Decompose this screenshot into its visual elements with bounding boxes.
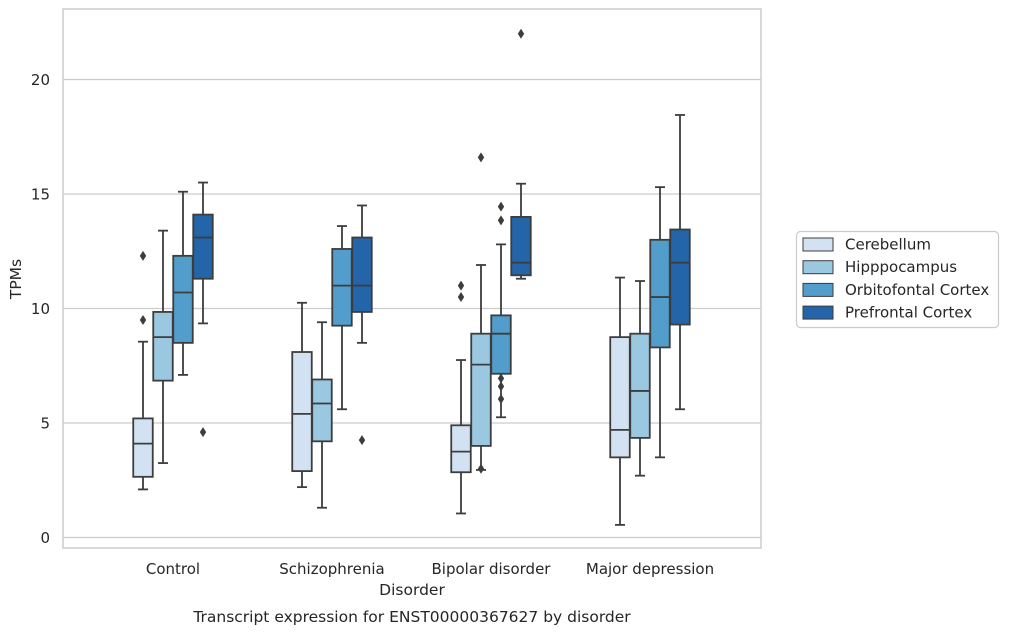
legend-label: Hipppocampus — [845, 258, 957, 276]
plot-frame — [62, 8, 762, 549]
box-body — [450, 424, 472, 474]
x-tick-label: Control — [146, 560, 200, 578]
legend-swatch — [802, 237, 834, 252]
box-hipppocampus-bipolar-disorder — [470, 152, 492, 474]
outlier-point — [497, 215, 505, 226]
outlier-point — [497, 201, 505, 212]
y-tick-label: 15 — [31, 186, 50, 204]
outlier-point — [477, 152, 485, 163]
box-body — [132, 417, 154, 478]
box-cerebellum-major-depression — [609, 276, 631, 526]
outlier-point — [199, 427, 207, 438]
legend-swatch — [802, 260, 834, 275]
box-orbitofontal-cortex-control — [172, 190, 194, 376]
legend-label: Cerebellum — [845, 236, 931, 254]
box-body — [470, 332, 492, 447]
box-body — [311, 378, 333, 443]
box-prefrontal-cortex-bipolar-disorder — [510, 28, 532, 280]
outlier-point — [497, 393, 505, 404]
box-body — [291, 351, 313, 472]
box-cerebellum-schizophrenia — [291, 301, 313, 489]
outlier-point — [457, 280, 465, 291]
box-body — [649, 238, 671, 349]
boxes — [132, 28, 691, 526]
chart-caption: Transcript expression for ENST0000036762… — [192, 608, 631, 626]
box-prefrontal-cortex-control — [192, 181, 214, 438]
outlier-point — [517, 28, 525, 39]
box-hipppocampus-control — [152, 229, 174, 464]
y-tick-label: 20 — [31, 71, 50, 89]
box-hipppocampus-schizophrenia — [311, 321, 333, 509]
box-body — [629, 332, 651, 439]
box-body — [152, 311, 174, 382]
y-tick-labels: 0 5 10 15 20 — [31, 71, 50, 547]
legend-item: Orbitofontal Cortex — [802, 281, 989, 299]
box-body — [490, 314, 512, 375]
box-body — [331, 248, 353, 327]
outlier-point — [139, 314, 147, 325]
box-orbitofontal-cortex-major-depression — [649, 186, 671, 459]
box-prefrontal-cortex-major-depression — [669, 114, 691, 411]
legend-swatch — [802, 305, 834, 320]
x-axis-title: Disorder — [379, 581, 445, 599]
box-cerebellum-bipolar-disorder — [450, 280, 472, 515]
box-prefrontal-cortex-schizophrenia — [351, 204, 373, 446]
outlier-point — [497, 381, 505, 392]
outlier-point — [358, 435, 366, 446]
box-body — [192, 213, 214, 280]
legend-label: Orbitofontal Cortex — [845, 281, 989, 299]
x-tick-label: Major depression — [586, 560, 714, 578]
box-body — [510, 215, 532, 277]
box-orbitofontal-cortex-bipolar-disorder — [490, 201, 512, 419]
legend: Cerebellum Hipppocampus Orbitofontal Corte… — [795, 230, 1000, 329]
legend-item: Prefrontal Cortex — [802, 304, 972, 322]
y-tick-label: 5 — [40, 415, 50, 433]
box-orbitofontal-cortex-schizophrenia — [331, 225, 353, 411]
x-tick-labels: Control Schizophrenia Bipolar disorder Majo… — [146, 560, 714, 578]
x-tick-label: Schizophrenia — [279, 560, 384, 578]
legend-item: Cerebellum — [802, 236, 931, 254]
box-body — [609, 336, 631, 459]
x-tick-label: Bipolar disorder — [432, 560, 552, 578]
y-axis-title: TPMs — [7, 259, 25, 300]
box-body — [172, 254, 194, 344]
legend-swatch — [802, 282, 834, 297]
outlier-point — [477, 463, 485, 474]
box-body — [669, 228, 691, 326]
legend-item: Hipppocampus — [802, 258, 957, 276]
box-body — [351, 236, 373, 313]
y-tick-label: 0 — [40, 529, 50, 547]
outlier-point — [457, 292, 465, 303]
box-hipppocampus-major-depression — [629, 280, 651, 477]
legend-frame — [795, 230, 1000, 329]
box-cerebellum-control — [132, 250, 154, 491]
outlier-point — [497, 373, 505, 384]
legend-label: Prefrontal Cortex — [845, 304, 972, 322]
y-tick-label: 10 — [31, 300, 50, 318]
outlier-point — [139, 250, 147, 261]
